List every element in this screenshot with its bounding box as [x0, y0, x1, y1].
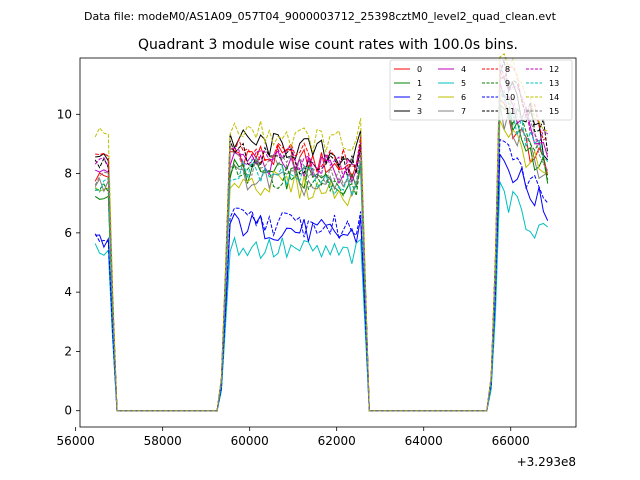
x-tick-label: 58000 [144, 434, 182, 448]
chart-title: Quadrant 3 module wise count rates with … [138, 37, 518, 53]
legend-label-12: 12 [549, 65, 559, 74]
plot-frame [79, 57, 577, 428]
x-tick-label: 60000 [231, 434, 269, 448]
y-tick-label: 6 [64, 226, 72, 240]
legend-label-15: 15 [549, 107, 559, 116]
y-tick-label: 0 [64, 404, 72, 418]
legend-label-7: 7 [461, 107, 466, 116]
legend-label-11: 11 [505, 107, 515, 116]
legend-label-10: 10 [505, 93, 515, 102]
legend-label-5: 5 [461, 79, 466, 88]
legend-box [389, 59, 573, 121]
x-tick-label: 56000 [57, 434, 95, 448]
chart-suptitle: Data file: modeM0/AS1A09_057T04_90000037… [84, 10, 557, 23]
y-tick-label: 10 [57, 107, 72, 121]
x-offset-label: +3.293e8 [517, 455, 576, 469]
y-tick-label: 4 [64, 285, 72, 299]
legend-label-14: 14 [549, 93, 559, 102]
legend-label-2: 2 [417, 93, 422, 102]
legend-label-0: 0 [417, 65, 422, 74]
y-tick-label: 8 [64, 167, 72, 181]
legend-label-3: 3 [417, 107, 422, 116]
series-layer [94, 52, 549, 412]
x-tick-label: 66000 [492, 434, 530, 448]
legend-label-1: 1 [417, 79, 422, 88]
legend-label-8: 8 [505, 65, 510, 74]
series-line-15 [94, 88, 549, 412]
x-tick-label: 64000 [405, 434, 443, 448]
legend-label-13: 13 [549, 79, 559, 88]
x-tick-label: 62000 [318, 434, 356, 448]
legend-label-4: 4 [461, 65, 466, 74]
legend-label-9: 9 [505, 79, 510, 88]
legend-label-6: 6 [461, 93, 466, 102]
y-axis: 0 2 4 6 8 10 [57, 107, 80, 418]
x-axis: 56000 58000 60000 62000 64000 66000 [57, 427, 530, 448]
y-tick-label: 2 [64, 344, 72, 358]
